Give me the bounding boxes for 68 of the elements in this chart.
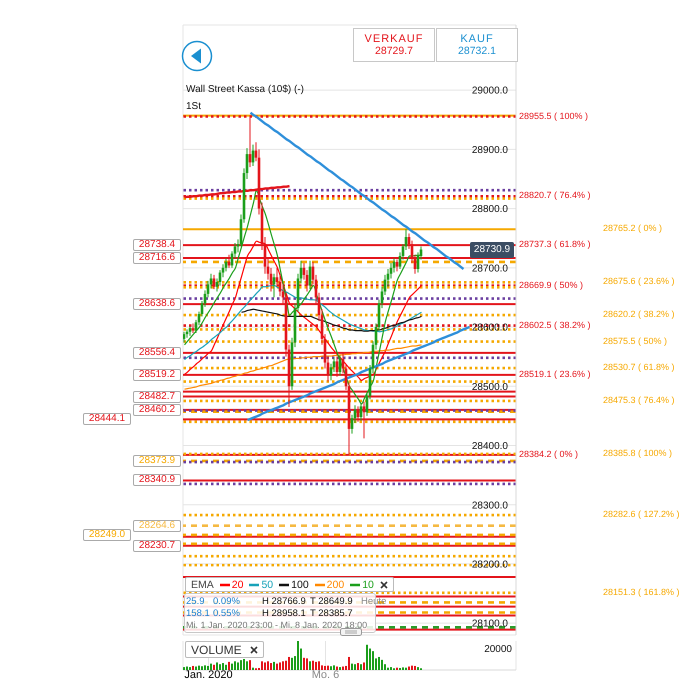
chart-title: VOLUME — [191, 642, 242, 656]
buy-button: KAUF 28732.1 — [436, 28, 518, 62]
text: 28475.3 ( 76.4% ) — [603, 394, 675, 405]
annotation: VERKAUF — [364, 33, 424, 45]
annotation: 158.1 — [186, 608, 210, 619]
ref-line-label: 28716.6 — [138, 252, 176, 263]
text: 28384.2 ( 0% ) — [519, 448, 578, 459]
sell-button: VERKAUF 28729.7 — [353, 28, 435, 62]
annotation: 0.55% — [213, 608, 240, 619]
text: 10 — [362, 578, 374, 590]
y-tick-label: 28700.0 — [472, 263, 508, 274]
y-tick-label: 28900.0 — [472, 144, 508, 156]
annotation: H 28958.1 — [262, 608, 306, 619]
annotation: 28730.9 — [474, 244, 510, 254]
ref-line-label: 28340.9 — [138, 474, 176, 486]
text: 28282.6 ( 127.2% ) — [603, 509, 680, 519]
text: 28955.5 ( 100% ) — [519, 110, 588, 120]
ref-line-label: 28482.7 — [138, 390, 176, 402]
ref-line-label: 28460.2 — [138, 404, 176, 415]
text: 50 — [261, 578, 274, 590]
ref-line-label: 28230.7 — [138, 540, 176, 551]
text: 28575.5 ( 50% ) — [603, 336, 668, 346]
y-tick-label: 28300.0 — [472, 500, 508, 512]
ref-line-label: 28638.6 — [138, 298, 176, 310]
legend-title: EMA — [191, 578, 214, 590]
annotation: 28732.1 — [458, 45, 496, 57]
ref-line-label: 28249.0 — [88, 528, 126, 540]
annotation: 0.09% — [213, 596, 240, 607]
annotation: 28729.7 — [375, 45, 413, 57]
y-tick-label: 28800.0 — [472, 204, 508, 216]
annotation: T 28649.9 — [310, 596, 353, 607]
text: 1St — [186, 101, 202, 112]
text: 28620.2 ( 38.2% ) — [603, 309, 675, 320]
annotation: 25.9 — [186, 596, 204, 607]
text: 28820.7 ( 76.4% ) — [519, 190, 591, 200]
annotation: H 28766.9 — [262, 596, 306, 607]
annotation: 20000 — [484, 644, 512, 655]
ref-line-label: 28738.4 — [138, 239, 176, 250]
y-tick-label: 28400.0 — [472, 441, 508, 452]
annotation: Mi. 1 Jan. 2020 23:00 - Mi. 8 Jan. 2020 18:00 — [186, 620, 368, 630]
text: 28385.8 ( 100% ) — [603, 448, 672, 458]
y-tick-label: 28200.0 — [472, 559, 508, 570]
text: 28151.3 ( 161.8% ) — [603, 586, 680, 597]
y-tick-label: 29000.0 — [472, 86, 508, 97]
text: 28602.5 ( 38.2% ) — [519, 320, 591, 330]
ref-line-label: 28556.4 — [138, 346, 176, 358]
ref-line-label: 28264.6 — [138, 520, 176, 531]
x-tick-label: Mo. 6 — [312, 669, 340, 681]
ref-line-label: 28519.2 — [138, 368, 176, 380]
text: 28530.7 ( 61.8% ) — [603, 362, 675, 372]
text: 20 — [232, 578, 244, 590]
annotation: Heute — [361, 596, 386, 607]
text: 100 — [291, 578, 309, 590]
text: 28519.1 ( 23.6% ) — [519, 368, 591, 379]
text: Wall Street Kassa (10$) (-) — [186, 84, 304, 95]
text: 28737.3 ( 61.8% ) — [519, 239, 591, 250]
text: 200 — [326, 578, 344, 590]
text: 28765.2 ( 0% ) — [603, 223, 662, 234]
x-tick-label: Jan. 2020 — [184, 669, 233, 681]
annotation: T 28385.7 — [310, 608, 353, 619]
y-tick-label: 28500.0 — [472, 382, 508, 393]
y-tick-label: 28600.0 — [472, 322, 508, 334]
text: 28675.6 ( 23.6% ) — [603, 276, 675, 286]
y-tick-label: 28100.0 — [472, 618, 508, 630]
text: 28669.9 ( 50% ) — [519, 280, 584, 290]
ref-line-label: 28444.1 — [88, 413, 126, 424]
annotation: KAUF — [460, 33, 494, 45]
ref-line-label: 28373.9 — [138, 454, 176, 466]
